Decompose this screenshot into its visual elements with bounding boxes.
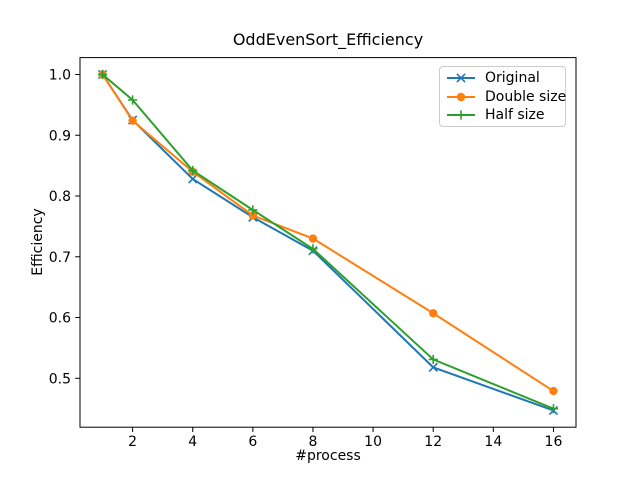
circle-marker <box>248 211 258 220</box>
legend-sample-double-size <box>447 92 475 101</box>
x-tick-label: 14 <box>484 434 502 450</box>
legend-sample-half-size <box>447 110 475 120</box>
plus-marker <box>188 165 198 176</box>
x-tick-label: 16 <box>545 434 563 450</box>
circle-marker <box>456 92 466 101</box>
chart-title: OddEvenSort_Efficiency <box>232 30 424 49</box>
x-tick-label: 10 <box>364 434 382 450</box>
legend-label-half-size: Half size <box>485 107 545 124</box>
x-tick-label: 6 <box>248 434 257 450</box>
circle-marker <box>429 309 438 318</box>
circle-marker <box>128 116 137 125</box>
legend: Original Double size Half size <box>439 66 566 127</box>
series-half-size <box>97 69 559 414</box>
legend-label-double-size: Double size <box>485 88 567 105</box>
x-axis-label: #process <box>295 448 361 464</box>
plus-marker <box>456 110 466 120</box>
x-tick-label: 12 <box>424 434 442 450</box>
plus-marker <box>97 69 108 80</box>
x-tick-label: 2 <box>128 434 137 450</box>
y-tick-label: 0.7 <box>49 250 71 266</box>
plus-marker <box>128 95 138 105</box>
axes-frame <box>79 57 577 428</box>
y-tick-label: 0.8 <box>49 189 71 205</box>
y-tick-label: 0.5 <box>49 371 71 387</box>
y-tick-label: 0.9 <box>49 128 71 144</box>
y-tick-label: 0.6 <box>49 311 71 327</box>
circle-marker <box>308 234 318 243</box>
plus-marker <box>548 404 559 414</box>
y-tick-label: 1.0 <box>49 67 71 83</box>
x-tick-label: 8 <box>309 434 318 450</box>
x-marker <box>456 73 466 83</box>
plus-marker <box>248 205 258 215</box>
legend-item-half-size: Half size <box>447 107 565 123</box>
legend-sample-original <box>447 73 475 83</box>
x-marker <box>188 174 198 184</box>
circle-marker <box>549 386 558 396</box>
y-axis-label: Efficiency <box>30 208 46 276</box>
legend-item-double-size: Double size <box>447 88 567 105</box>
x-tick-label: 4 <box>188 434 197 450</box>
plus-marker <box>308 244 318 254</box>
x-marker <box>428 362 438 373</box>
legend-label-original: Original <box>485 69 540 86</box>
plus-marker <box>428 354 438 365</box>
legend-item-original: Original <box>447 70 565 86</box>
